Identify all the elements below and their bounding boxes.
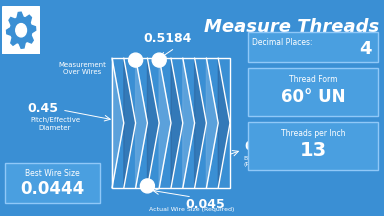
- Text: Measurement
Over Wires: Measurement Over Wires: [58, 62, 106, 76]
- Polygon shape: [183, 58, 195, 188]
- Polygon shape: [159, 58, 171, 188]
- Text: 0.5: 0.5: [244, 140, 266, 154]
- Polygon shape: [207, 58, 218, 188]
- Polygon shape: [112, 58, 124, 188]
- Text: Pitch/Effective
Diameter: Pitch/Effective Diameter: [30, 117, 80, 130]
- Polygon shape: [183, 58, 195, 188]
- Bar: [112, 58, 230, 188]
- Circle shape: [141, 179, 154, 193]
- Bar: [248, 32, 378, 62]
- Circle shape: [16, 24, 26, 37]
- Bar: [248, 68, 378, 116]
- Text: 0.5184: 0.5184: [144, 32, 192, 45]
- Text: Actual Wire Size (Required): Actual Wire Size (Required): [149, 207, 235, 212]
- Text: Basic Major Diameter
(Required): Basic Major Diameter (Required): [244, 156, 312, 167]
- Text: Threads per Inch: Threads per Inch: [281, 129, 345, 138]
- Text: 60° UN: 60° UN: [281, 88, 345, 106]
- Polygon shape: [159, 58, 171, 188]
- Polygon shape: [171, 58, 183, 188]
- Polygon shape: [112, 58, 124, 188]
- Polygon shape: [136, 58, 147, 188]
- Text: 0.45: 0.45: [27, 102, 58, 114]
- Circle shape: [129, 53, 142, 67]
- Polygon shape: [7, 12, 36, 48]
- Text: 0.045: 0.045: [185, 198, 225, 211]
- Bar: [248, 122, 378, 170]
- Polygon shape: [207, 58, 218, 188]
- Text: 4: 4: [359, 40, 372, 58]
- Polygon shape: [218, 58, 230, 188]
- Polygon shape: [136, 58, 147, 188]
- FancyBboxPatch shape: [2, 6, 40, 54]
- Text: Decimal Places:: Decimal Places:: [252, 38, 313, 47]
- Text: 0.0444: 0.0444: [20, 180, 84, 198]
- Polygon shape: [124, 58, 136, 188]
- Polygon shape: [195, 58, 207, 188]
- Bar: [5, 163, 100, 203]
- Text: Measure Threads: Measure Threads: [204, 18, 380, 36]
- Circle shape: [152, 53, 166, 67]
- Text: 13: 13: [300, 141, 326, 160]
- Polygon shape: [147, 58, 159, 188]
- Text: Thread Form: Thread Form: [289, 75, 337, 84]
- Text: Best Wire Size: Best Wire Size: [25, 169, 80, 178]
